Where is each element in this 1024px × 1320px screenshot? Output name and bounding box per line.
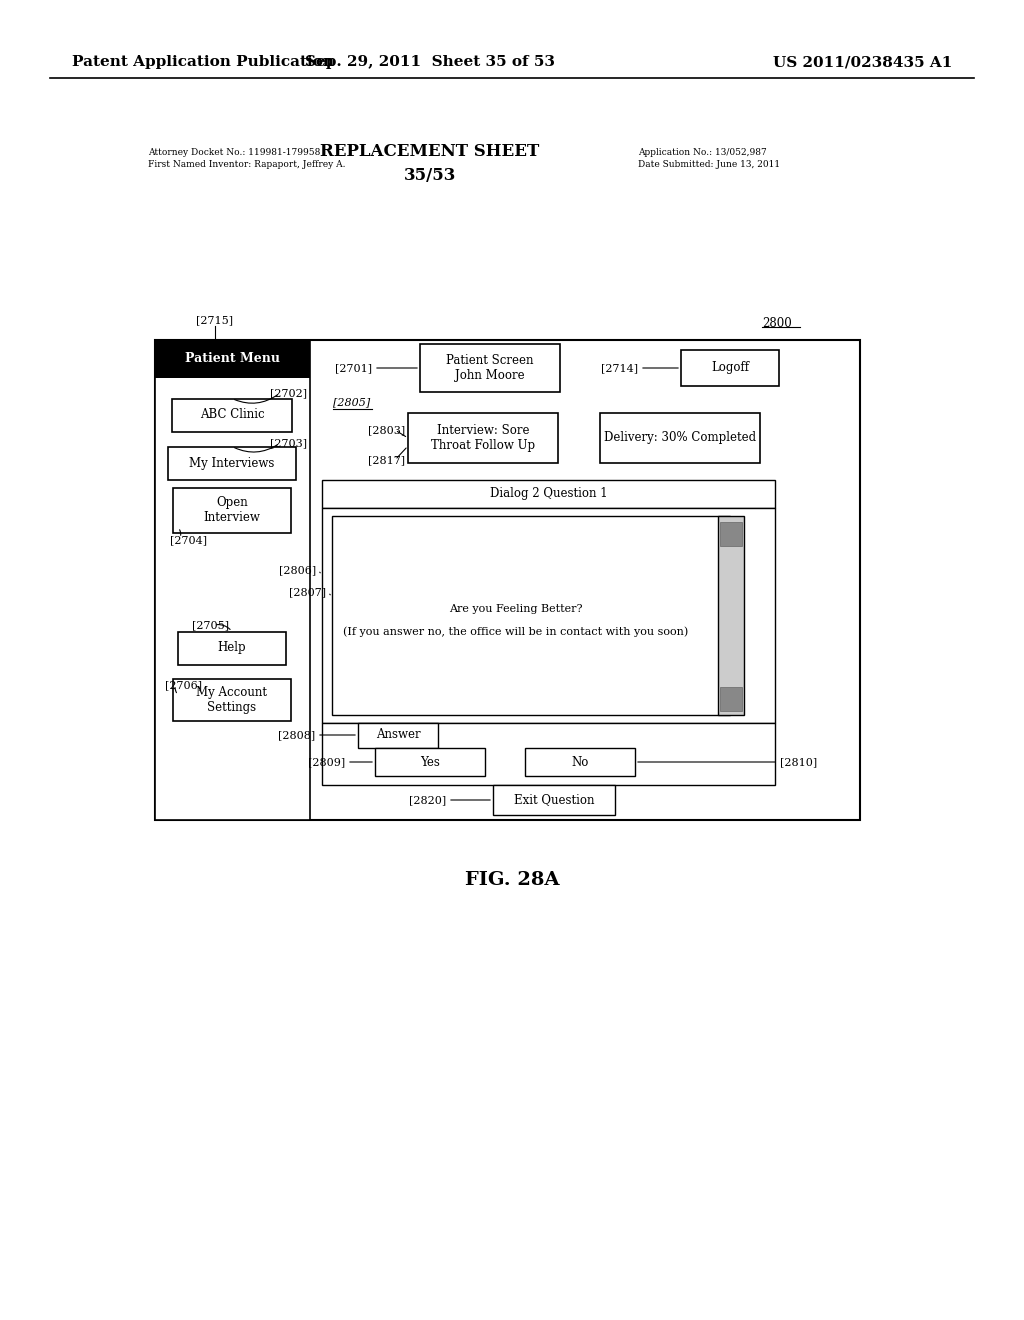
Text: Exit Question: Exit Question: [514, 793, 594, 807]
Text: REPLACEMENT SHEET
35/53: REPLACEMENT SHEET 35/53: [321, 143, 540, 183]
Text: Dialog 2 Question 1: Dialog 2 Question 1: [489, 487, 607, 500]
Text: Patient Menu: Patient Menu: [185, 352, 280, 366]
Bar: [358, 722, 438, 747]
Text: [2807]: [2807]: [289, 587, 326, 597]
Text: [2809]: [2809]: [308, 756, 345, 767]
Text: My Account
Settings: My Account Settings: [197, 686, 267, 714]
Text: Application No.: 13/052,987
Date Submitted: June 13, 2011: Application No.: 13/052,987 Date Submitt…: [638, 148, 780, 169]
Bar: [375, 748, 485, 776]
Text: Answer: Answer: [376, 729, 420, 742]
Text: Are you Feeling Better?

(If you answer no, the office will be in contact with y: Are you Feeling Better? (If you answer n…: [343, 603, 688, 638]
Bar: [322, 508, 775, 723]
Bar: [408, 413, 558, 463]
Bar: [718, 516, 744, 715]
Bar: [168, 446, 296, 479]
Text: US 2011/0238435 A1: US 2011/0238435 A1: [773, 55, 952, 69]
Bar: [600, 413, 760, 463]
Text: My Interviews: My Interviews: [189, 457, 274, 470]
Text: [2702]: [2702]: [270, 388, 307, 399]
Text: No: No: [571, 755, 589, 768]
Bar: [493, 785, 615, 814]
Bar: [155, 341, 310, 378]
Text: Sep. 29, 2011  Sheet 35 of 53: Sep. 29, 2011 Sheet 35 of 53: [305, 55, 555, 69]
Bar: [420, 345, 560, 392]
Text: Help: Help: [218, 642, 247, 655]
Text: [2715]: [2715]: [197, 315, 233, 325]
Text: [2803]: [2803]: [368, 425, 406, 436]
Bar: [172, 399, 292, 432]
Text: 2800: 2800: [762, 317, 792, 330]
Bar: [155, 341, 860, 820]
Text: Logoff: Logoff: [711, 362, 749, 375]
Text: [2714]: [2714]: [601, 363, 638, 374]
Text: [2805]: [2805]: [333, 397, 371, 407]
Bar: [322, 480, 775, 508]
Text: [2701]: [2701]: [335, 363, 372, 374]
Bar: [681, 350, 779, 385]
Text: Patent Application Publication: Patent Application Publication: [72, 55, 334, 69]
Bar: [155, 341, 310, 820]
Text: Open
Interview: Open Interview: [204, 496, 260, 524]
Text: Delivery: 30% Completed: Delivery: 30% Completed: [604, 432, 756, 445]
Text: [2704]: [2704]: [170, 535, 207, 545]
Text: Patient Screen
John Moore: Patient Screen John Moore: [446, 354, 534, 381]
Text: [2806]: [2806]: [279, 565, 316, 576]
Text: [2808]: [2808]: [278, 730, 315, 741]
Text: [2820]: [2820]: [409, 795, 446, 805]
Text: [2706]: [2706]: [165, 680, 202, 690]
Bar: [720, 521, 742, 546]
Text: [2817]: [2817]: [368, 455, 406, 465]
Text: FIG. 28A: FIG. 28A: [465, 871, 559, 888]
Text: Yes: Yes: [420, 755, 440, 768]
Text: Interview: Sore
Throat Follow Up: Interview: Sore Throat Follow Up: [431, 424, 536, 451]
Text: [2810]: [2810]: [780, 756, 817, 767]
Bar: [332, 516, 730, 715]
Bar: [322, 723, 775, 785]
Text: [2705]: [2705]: [193, 620, 229, 630]
Bar: [173, 487, 291, 532]
Text: Attorney Docket No.: 119981-179958
First Named Inventor: Rapaport, Jeffrey A.: Attorney Docket No.: 119981-179958 First…: [148, 148, 345, 169]
Text: [2703]: [2703]: [270, 438, 307, 447]
Bar: [720, 686, 742, 711]
Bar: [173, 678, 291, 721]
Bar: [178, 631, 286, 664]
Bar: [525, 748, 635, 776]
Text: ABC Clinic: ABC Clinic: [200, 408, 264, 421]
